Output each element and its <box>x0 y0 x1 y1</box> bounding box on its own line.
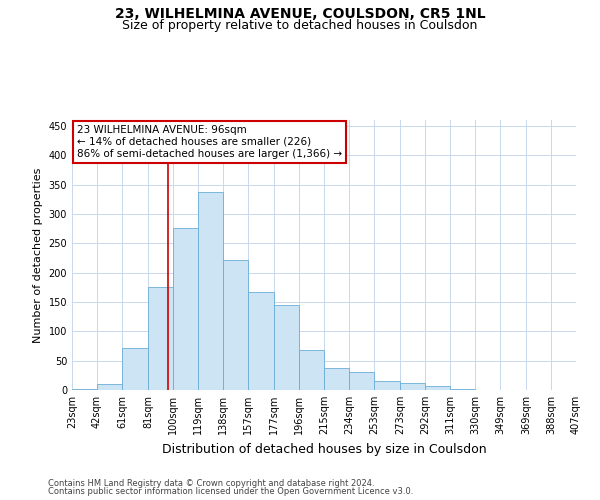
Bar <box>173 228 198 390</box>
Bar <box>374 380 400 390</box>
Text: 23 WILHELMINA AVENUE: 96sqm
← 14% of detached houses are smaller (226)
86% of se: 23 WILHELMINA AVENUE: 96sqm ← 14% of det… <box>77 126 342 158</box>
Text: 23, WILHELMINA AVENUE, COULSDON, CR5 1NL: 23, WILHELMINA AVENUE, COULSDON, CR5 1NL <box>115 8 485 22</box>
Bar <box>299 350 324 390</box>
Bar <box>198 192 223 390</box>
Bar <box>97 384 122 390</box>
Text: Contains public sector information licensed under the Open Government Licence v3: Contains public sector information licen… <box>48 487 413 496</box>
Bar <box>349 372 374 390</box>
Bar <box>400 383 425 390</box>
Text: Size of property relative to detached houses in Coulsdon: Size of property relative to detached ho… <box>122 19 478 32</box>
Bar <box>248 292 274 390</box>
Y-axis label: Number of detached properties: Number of detached properties <box>33 168 43 342</box>
Bar <box>425 386 450 390</box>
Bar <box>72 389 97 390</box>
Bar <box>148 288 173 390</box>
Text: Distribution of detached houses by size in Coulsdon: Distribution of detached houses by size … <box>161 442 487 456</box>
Bar <box>324 368 349 390</box>
Bar <box>122 348 148 390</box>
Bar <box>223 260 248 390</box>
Bar <box>274 305 299 390</box>
Text: Contains HM Land Registry data © Crown copyright and database right 2024.: Contains HM Land Registry data © Crown c… <box>48 478 374 488</box>
